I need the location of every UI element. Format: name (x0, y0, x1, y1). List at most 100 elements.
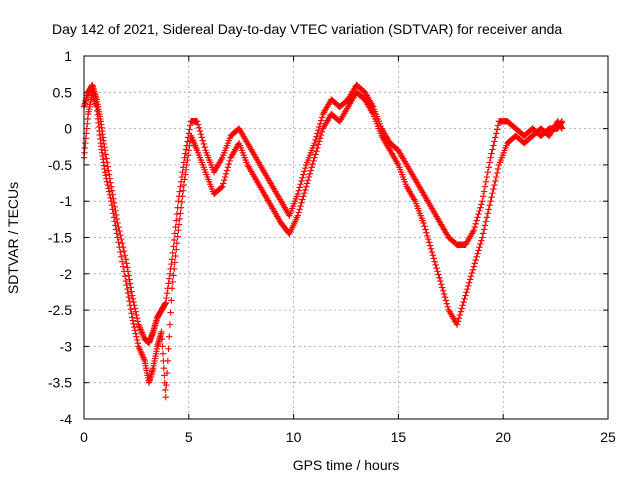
data-point-interp (117, 248, 124, 256)
data-point-interp (182, 171, 189, 178)
data-point-interp (166, 333, 173, 340)
data-point-interp (484, 210, 492, 217)
data-point-interp (441, 293, 449, 301)
data-point-interp (180, 187, 187, 194)
data-point-interp (174, 233, 181, 240)
plot-frame (83, 55, 609, 420)
data-point-interp (429, 252, 437, 259)
data-point-interp (478, 237, 485, 244)
y-tick-label: -1.5 (48, 230, 72, 246)
x-tick-label: 15 (391, 429, 407, 445)
data-point (175, 198, 182, 205)
data-point-interp (308, 164, 315, 171)
data-point-interp (456, 311, 464, 319)
data-point-interp (118, 235, 125, 243)
data-point-interp (166, 321, 174, 328)
data-point-interp (172, 252, 179, 260)
x-axis-label: GPS time / hours (293, 457, 400, 473)
y-tick-label: -1 (60, 193, 73, 209)
data-point-interp (295, 209, 302, 216)
data-point-interp (105, 185, 112, 192)
data-point-interp (223, 167, 231, 174)
data-point-interp (426, 242, 434, 249)
data-point-interp (170, 272, 177, 279)
data-point-interp (439, 287, 447, 294)
data-point (558, 125, 566, 132)
y-axis-label: SDTVAR / TECUs (5, 182, 21, 294)
data-point-interp (296, 184, 303, 191)
y-tick-label: -3.5 (48, 375, 72, 391)
data-point-interp (477, 204, 484, 211)
data-point-interp (489, 146, 496, 153)
data-point-interp (301, 168, 308, 175)
data-point-interp (309, 160, 316, 168)
data-point-interp (460, 298, 467, 306)
data-point-interp (119, 263, 127, 270)
data-point-interp (176, 215, 183, 223)
data-point-interp (307, 167, 315, 174)
data-point-interp (121, 252, 129, 259)
data-point-interp (465, 282, 472, 290)
data-point-interp (226, 157, 233, 165)
data-point-interp (107, 194, 114, 202)
data-point-interp (106, 191, 114, 198)
data-point-interp (127, 306, 135, 313)
data-point-interp (195, 124, 203, 131)
series-trace-2 (80, 89, 566, 401)
data-point-interp (300, 171, 307, 178)
data-point-interp (177, 210, 184, 217)
data-point-interp (481, 183, 489, 190)
data-point (162, 394, 169, 401)
data-point-interp (194, 121, 202, 128)
data-point-interp (461, 295, 468, 303)
data-point-interp (105, 167, 112, 174)
data-point-interp (126, 298, 133, 305)
data-point-interp (224, 164, 232, 171)
data-point-interp (475, 247, 482, 254)
data-point (462, 292, 469, 299)
data-point-interp (472, 256, 479, 264)
data-point-interp (465, 279, 473, 286)
data-point-interp (491, 138, 498, 145)
data-point-interp (303, 180, 311, 187)
data-point-interp (493, 130, 500, 137)
data-point-interp (302, 164, 309, 172)
data-point-interp (162, 386, 169, 394)
data-point-interp (105, 171, 113, 178)
data-point (294, 212, 301, 219)
data-point-interp (483, 173, 491, 181)
data-point-interp (443, 300, 451, 307)
data-point-interp (132, 308, 139, 315)
data-point-interp (103, 155, 110, 162)
data-point-interp (296, 206, 303, 213)
data-point-interp (421, 223, 428, 230)
data-point-interp (472, 220, 479, 227)
data-point-interp (314, 144, 321, 152)
data-point-interp (458, 305, 465, 312)
data-point-interp (173, 246, 180, 253)
grid-lines (84, 56, 608, 419)
data-point (437, 277, 444, 285)
x-tick-label: 0 (80, 429, 88, 445)
data-point-interp (315, 127, 322, 134)
data-point-interp (492, 134, 499, 141)
data-point (479, 198, 486, 205)
data-point-interp (442, 297, 450, 304)
data-point (311, 154, 318, 161)
data-point-interp (493, 169, 501, 177)
data-point-interp (480, 188, 488, 195)
data-point-interp (133, 311, 140, 319)
data-point-interp (102, 172, 109, 179)
data-point (219, 183, 226, 190)
chart-title: Day 142 of 2021, Sidereal Day-to-day VTE… (52, 21, 562, 37)
data-point-interp (104, 163, 111, 170)
data-point-interp (131, 305, 139, 312)
data-point-interp (196, 127, 204, 135)
data-point-interp (479, 230, 487, 237)
data-point-interp (483, 214, 491, 221)
data-point-interp (493, 126, 501, 133)
data-point-interp (477, 240, 484, 248)
data-point-interp (109, 206, 116, 213)
